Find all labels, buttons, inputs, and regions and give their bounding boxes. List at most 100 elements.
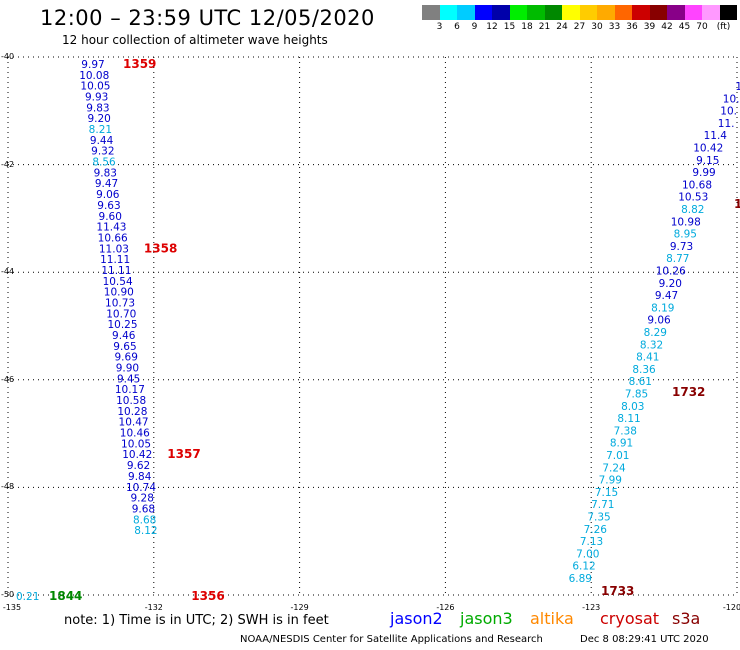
longitude-label: -123 bbox=[582, 603, 601, 612]
track1-swh-value: 10.05 bbox=[121, 438, 151, 450]
track1-time-label: 1358 bbox=[144, 241, 177, 255]
legend-tick-label: 42 bbox=[661, 22, 673, 32]
track2-swh-value: 9.15 bbox=[696, 155, 719, 167]
track1-swh-value: 10.28 bbox=[117, 406, 147, 418]
track2-swh-value: 8.95 bbox=[674, 229, 697, 241]
legend-tick-label: 36 bbox=[626, 22, 638, 32]
track1-swh-value: 10.46 bbox=[120, 428, 150, 440]
color-legend bbox=[422, 5, 737, 20]
track1-swh-value: 9.90 bbox=[116, 363, 139, 375]
track2-swh-value: 8.32 bbox=[640, 339, 663, 351]
legend-swatch bbox=[702, 5, 720, 20]
track3-swh-value: 0.21 bbox=[16, 591, 39, 603]
track2-swh-value: 6.89 bbox=[569, 573, 592, 585]
track2-swh-value: 10. bbox=[723, 93, 740, 105]
legend-tick-label: 6 bbox=[454, 22, 460, 32]
track1-swh-value: 10.47 bbox=[119, 417, 149, 429]
track1-time-label: 1359 bbox=[123, 57, 156, 71]
track2-swh-value: 9.73 bbox=[670, 241, 693, 253]
page-title: 12:00 – 23:59 UTC 12/05/2020 bbox=[40, 6, 375, 30]
satellite-jason2: jason2 bbox=[390, 609, 443, 628]
longitude-label: -120 bbox=[722, 603, 740, 612]
legend-tick-label: 30 bbox=[591, 22, 603, 32]
track2-swh-value: 7.01 bbox=[606, 450, 629, 462]
track1-swh-value: 10.05 bbox=[80, 81, 110, 93]
track2-swh-value: 8.77 bbox=[666, 253, 689, 265]
legend-swatch bbox=[492, 5, 510, 20]
legend-swatch bbox=[719, 5, 737, 20]
satellite-jason3: jason3 bbox=[460, 609, 513, 628]
track1-time-label: 1356 bbox=[191, 589, 224, 603]
track1-swh-value: 9.28 bbox=[131, 493, 154, 505]
track1-swh-value: 10.08 bbox=[79, 70, 109, 82]
track2-swh-value: 8.29 bbox=[644, 327, 667, 339]
track1-swh-value: 10.70 bbox=[106, 308, 136, 320]
footer-note: note: 1) Time is in UTC; 2) SWH is in fe… bbox=[64, 613, 329, 628]
legend-swatch bbox=[632, 5, 650, 20]
legend-tick-label: 39 bbox=[643, 22, 656, 32]
track1-swh-value: 9.44 bbox=[90, 135, 114, 147]
track1-swh-value: 8.56 bbox=[92, 157, 116, 169]
track2-swh-value: 7.85 bbox=[625, 389, 648, 401]
track2-swh-value: 7.00 bbox=[576, 548, 599, 560]
track1-swh-value: 11.03 bbox=[99, 243, 129, 255]
legend-tick-label: 12 bbox=[486, 22, 498, 32]
track2-swh-value: 11. bbox=[718, 118, 735, 130]
legend-tick-label: 3 bbox=[436, 22, 443, 32]
legend-swatch bbox=[579, 5, 597, 20]
track1-swh-value: 9.83 bbox=[94, 167, 117, 179]
track2-swh-value: 7.99 bbox=[599, 475, 622, 487]
credit-line: NOAA/NESDIS Center for Satellite Applica… bbox=[240, 634, 543, 645]
track1-swh-value: 9.46 bbox=[112, 330, 136, 342]
latitude-label: -44 bbox=[1, 267, 15, 277]
track2-swh-value: 10. bbox=[720, 106, 737, 118]
latitude-label: -46 bbox=[1, 374, 15, 384]
track1-swh-value: 9.69 bbox=[115, 352, 138, 364]
track2-swh-value: 8.82 bbox=[681, 204, 704, 216]
track1-swh-value: 10.66 bbox=[98, 232, 128, 244]
legend-swatch bbox=[457, 5, 475, 20]
track1-swh-value: 9.60 bbox=[99, 211, 122, 223]
track2-time-label: 1733 bbox=[601, 584, 634, 598]
latitude-label: -40 bbox=[1, 52, 15, 61]
track2-swh-value: 6.12 bbox=[572, 561, 595, 573]
track2-swh-value: 10.68 bbox=[682, 179, 712, 191]
latitude-label: -48 bbox=[1, 482, 15, 492]
legend-swatch bbox=[439, 5, 457, 20]
track1-swh-value: 10.17 bbox=[115, 384, 145, 396]
latitude-label: -42 bbox=[1, 159, 15, 169]
track2-swh-value: 10.42 bbox=[693, 143, 723, 155]
legend-tick-label: 21 bbox=[538, 22, 551, 32]
satellite-s3a: s3a bbox=[672, 609, 701, 628]
track1-swh-value: 9.84 bbox=[128, 471, 152, 483]
legend-tick-label: (ft) bbox=[716, 22, 731, 32]
longitude-label: -132 bbox=[144, 603, 163, 612]
legend-swatch bbox=[527, 5, 545, 20]
longitude-label: -135 bbox=[2, 603, 22, 612]
track2-swh-value: 7.71 bbox=[591, 499, 614, 511]
legend-tick-label: 70 bbox=[696, 22, 708, 32]
legend-tick-label: 45 bbox=[678, 22, 691, 32]
track1-swh-value: 9.93 bbox=[85, 92, 108, 104]
legend-tick-label: 9 bbox=[471, 22, 478, 32]
legend-swatch bbox=[562, 5, 580, 20]
track1-swh-value: 10.74 bbox=[126, 482, 156, 494]
legend-tick-label: 24 bbox=[556, 22, 568, 32]
track2-swh-value: 7.15 bbox=[595, 487, 618, 499]
track2-swh-value: 8.03 bbox=[621, 401, 644, 413]
satellite-altika: altika bbox=[530, 609, 574, 628]
track1-swh-value: 10.58 bbox=[116, 395, 146, 407]
legend-tick-label: 27 bbox=[573, 22, 586, 32]
track1-swh-value: 11.11 bbox=[100, 254, 130, 266]
track1-swh-value: 9.63 bbox=[97, 200, 120, 212]
track1-swh-value: 10.54 bbox=[103, 276, 133, 288]
track2-swh-value: 9.99 bbox=[692, 167, 715, 179]
track1-swh-value: 9.06 bbox=[96, 189, 120, 201]
track1-swh-value: 9.47 bbox=[95, 178, 118, 190]
track1-swh-value: 9.45 bbox=[117, 373, 140, 385]
track2-swh-value: 7.35 bbox=[587, 512, 610, 524]
track2-swh-value: 11.4 bbox=[704, 130, 728, 142]
track3-time-label: 1844 bbox=[49, 589, 82, 603]
track1-swh-value: 10.42 bbox=[122, 449, 152, 461]
